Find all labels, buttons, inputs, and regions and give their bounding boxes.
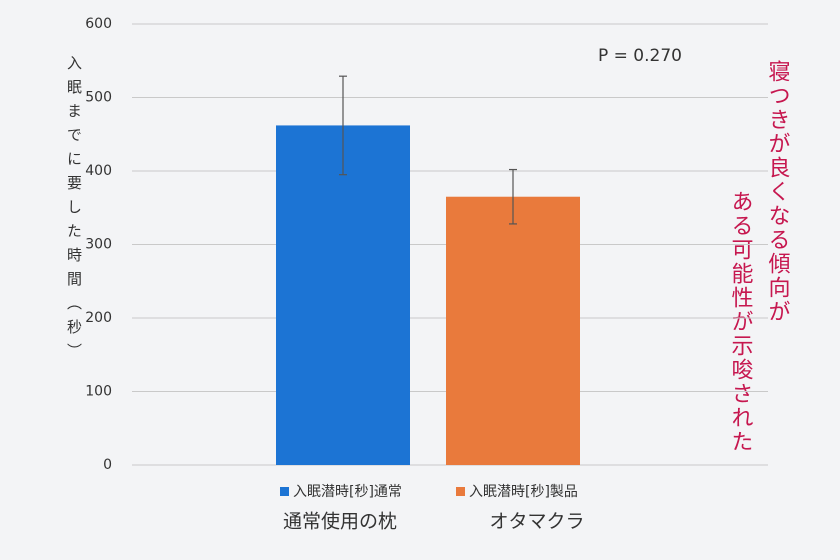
x-tick-label: オタマクラ — [489, 511, 584, 533]
bar — [276, 125, 410, 466]
x-tick-label: 通常使用の枕 — [283, 511, 397, 533]
side-note: 寝つきが良くなる傾向が — [765, 60, 791, 324]
legend-swatch — [280, 487, 289, 496]
legend-label: 入眠潜時[秒]通常 — [293, 484, 402, 500]
y-tick-label: 200 — [85, 310, 112, 326]
side-note: ある可能性が示唆された — [728, 190, 754, 454]
y-tick-label: 400 — [85, 163, 112, 179]
y-axis-label: 入眠までに要した時間（秒） — [65, 55, 83, 367]
annotation: P = 0.270 — [598, 46, 682, 66]
bar — [446, 196, 580, 465]
y-tick-label: 100 — [85, 384, 112, 400]
y-tick-label: 300 — [85, 237, 112, 253]
y-tick-label: 500 — [85, 90, 112, 106]
y-tick-label: 0 — [103, 457, 112, 473]
y-tick-label: 600 — [85, 16, 112, 32]
legend-swatch — [456, 487, 465, 496]
legend-label: 入眠潜時[秒]製品 — [469, 484, 578, 500]
